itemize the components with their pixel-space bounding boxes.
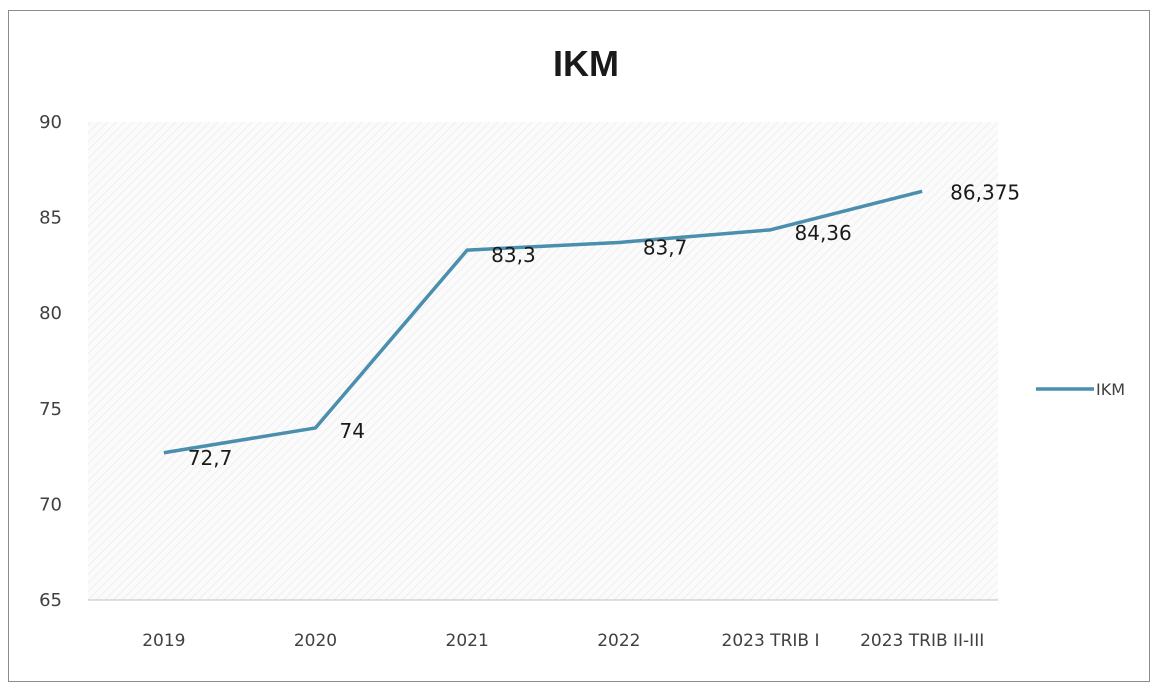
y-tick-label: 80: [39, 303, 62, 324]
data-labels: 72,7 74 83,3 83,7 84,36 86,375: [188, 180, 1020, 469]
y-tick-label: 70: [39, 494, 62, 515]
y-tick-label: 65: [39, 590, 62, 611]
x-axis: 2019 2020 2021 2022 2023 TRIB I 2023 TRIB II-…: [88, 599, 998, 651]
y-axis: 65 70 75 80 85 90: [39, 112, 62, 611]
x-tick-label: 2022: [597, 631, 640, 651]
data-label: 74: [340, 419, 365, 443]
x-tick-label: 2020: [294, 631, 337, 651]
chart-title: IKM: [553, 43, 619, 84]
series-ikm: [163, 189, 923, 455]
y-tick-label: 75: [39, 399, 62, 420]
data-label: 72,7: [188, 446, 233, 470]
legend: IKM: [1036, 380, 1125, 399]
legend-label: IKM: [1096, 380, 1125, 399]
series-line-ikm: [163, 189, 923, 455]
data-label: 83,3: [491, 243, 536, 267]
data-label: 83,7: [643, 235, 688, 259]
data-label: 86,375: [950, 180, 1020, 204]
data-label: 84,36: [795, 221, 852, 245]
x-tick-label: 2019: [142, 631, 185, 651]
x-tick-label: 2023 TRIB I: [722, 631, 820, 651]
x-tick-label: 2023 TRIB II-III: [860, 631, 984, 651]
plot-area: [88, 122, 998, 600]
y-tick-label: 90: [39, 112, 62, 133]
y-tick-label: 85: [39, 208, 62, 229]
x-tick-label: 2021: [446, 631, 489, 651]
